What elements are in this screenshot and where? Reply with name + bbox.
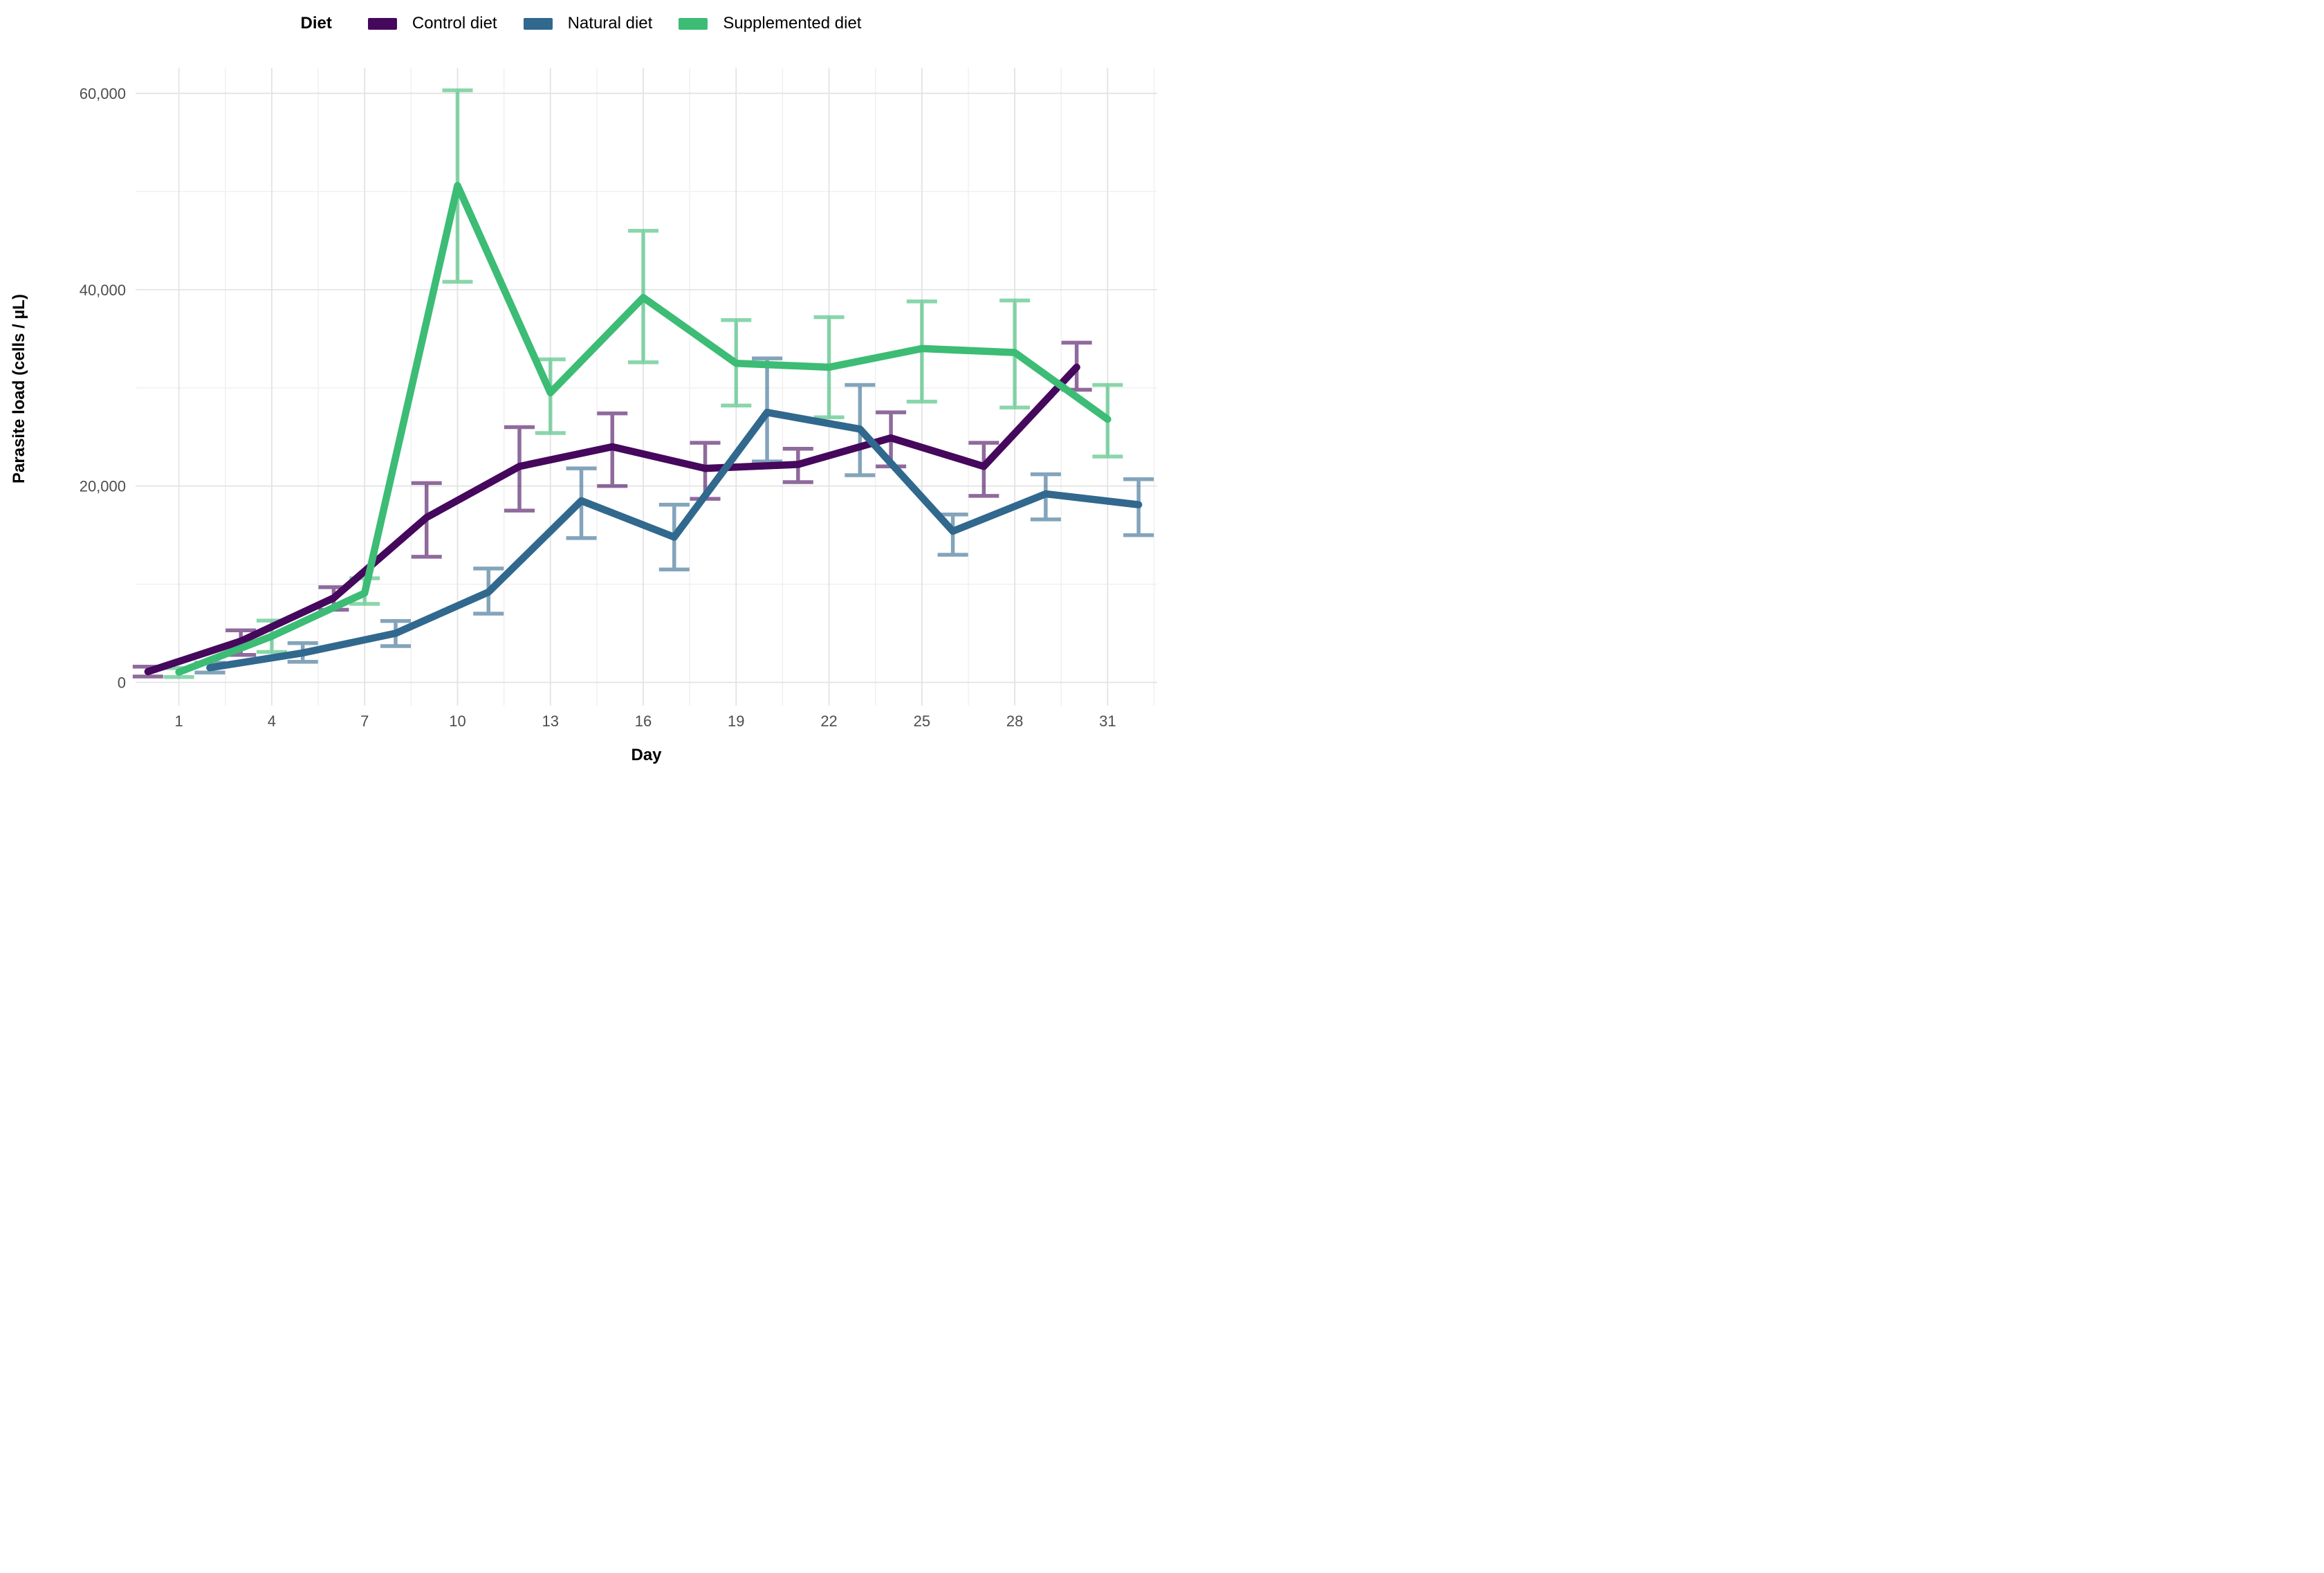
legend-item-supplemented-diet: Supplemented diet bbox=[679, 14, 861, 33]
y-tick-label: 0 bbox=[118, 674, 126, 692]
legend-swatch bbox=[523, 17, 553, 30]
series-line-supplemented-diet bbox=[175, 182, 1112, 676]
x-tick-label: 19 bbox=[728, 712, 744, 730]
legend-title: Diet bbox=[300, 14, 332, 33]
x-axis-title: Day bbox=[631, 746, 662, 764]
plot-area: 0 20,000 40,000 60,000 1 4 7 10 13 16 19 22 25 28 31 bbox=[80, 68, 1157, 730]
legend-item-natural-diet: Natural diet bbox=[523, 14, 653, 33]
error-bars-natural-diet bbox=[194, 356, 1154, 675]
legend-swatch bbox=[679, 17, 708, 30]
x-tick-label: 13 bbox=[542, 712, 559, 730]
series-line-natural-diet bbox=[206, 408, 1143, 672]
y-tick-label: 20,000 bbox=[80, 478, 126, 495]
legend-swatch bbox=[367, 17, 397, 30]
x-tick-label: 16 bbox=[635, 712, 652, 730]
x-tick-label: 4 bbox=[268, 712, 276, 730]
x-tick-label: 1 bbox=[175, 712, 183, 730]
legend-label: Control diet bbox=[412, 14, 497, 33]
x-tick-label: 31 bbox=[1099, 712, 1116, 730]
legend-label: Natural diet bbox=[567, 14, 653, 33]
y-tick-label: 60,000 bbox=[80, 85, 126, 102]
x-tick-label: 10 bbox=[449, 712, 465, 730]
legend: Diet Control diet Natural diet Supplemente… bbox=[0, 14, 1162, 33]
x-tick-label: 28 bbox=[1006, 712, 1023, 730]
x-tick-label: 22 bbox=[820, 712, 837, 730]
series-line-control-diet bbox=[144, 363, 1080, 676]
legend-item-control-diet: Control diet bbox=[367, 14, 497, 33]
x-tick-label: 7 bbox=[360, 712, 369, 730]
x-tick-label: 25 bbox=[914, 712, 930, 730]
chart-figure: Diet Control diet Natural diet Supplemente… bbox=[0, 0, 1162, 786]
legend-label: Supplemented diet bbox=[723, 14, 862, 33]
y-tick-label: 40,000 bbox=[80, 282, 126, 299]
